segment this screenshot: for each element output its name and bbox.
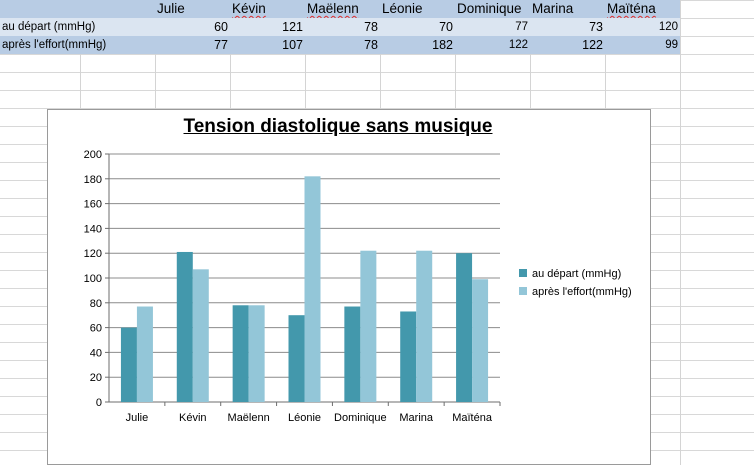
xtick-label: Léonie xyxy=(288,412,321,424)
column-header-4[interactable]: Dominique xyxy=(455,0,530,18)
chart-plot: 0 20 40 60 80 100 120 140 160 180 200 Julie Kévin Maë… xyxy=(84,149,632,424)
column-header-3[interactable]: Léonie xyxy=(380,0,455,18)
table-cell[interactable]: 60 xyxy=(155,18,230,36)
header-cell-empty[interactable] xyxy=(0,0,155,18)
table-cell[interactable]: 122 xyxy=(455,36,530,54)
bar-depart xyxy=(344,306,361,402)
bar-effort xyxy=(360,250,377,402)
table-cell[interactable]: 73 xyxy=(530,18,605,36)
ytick-label: 160 xyxy=(84,199,102,211)
ytick-label: 120 xyxy=(84,248,102,260)
column-header-5[interactable]: Marina xyxy=(530,0,605,18)
table-cell[interactable]: 78 xyxy=(305,18,380,36)
row-label[interactable]: après l'effort(mmHg) xyxy=(0,36,155,54)
xtick-label: Julie xyxy=(126,412,149,424)
bar-effort xyxy=(472,279,489,402)
table-cell[interactable]: 78 xyxy=(305,36,380,54)
table-cell[interactable]: 70 xyxy=(380,18,455,36)
table-cell[interactable]: 77 xyxy=(155,36,230,54)
bar-depart xyxy=(288,315,305,402)
column-header-1[interactable]: Kévin xyxy=(230,0,305,18)
column-header-0[interactable]: Julie xyxy=(155,0,230,18)
ytick-label: 0 xyxy=(96,397,102,409)
xtick-label: Dominique xyxy=(334,412,387,424)
column-divider xyxy=(680,0,681,465)
bar-depart xyxy=(232,305,249,402)
table-cell[interactable]: 122 xyxy=(530,36,605,54)
column-header-2[interactable]: Maëlenn xyxy=(305,0,380,18)
table-cell[interactable]: 121 xyxy=(230,18,305,36)
table-cell[interactable]: 77 xyxy=(455,18,530,36)
legend-label: au départ (mmHg) xyxy=(532,268,621,280)
bar-effort xyxy=(192,269,209,402)
xtick-label: Maëlenn xyxy=(228,412,270,424)
chart-container[interactable]: Tension diastolique sans musique 0 20 40 60… xyxy=(47,109,651,465)
bar-effort xyxy=(304,176,321,402)
xtick-label: Kévin xyxy=(179,412,207,424)
row-label[interactable]: au départ (mmHg) xyxy=(0,18,155,36)
table-cell[interactable]: 120 xyxy=(605,18,680,36)
bar-depart xyxy=(400,311,417,402)
bar-depart xyxy=(456,253,473,402)
table-cell[interactable]: 107 xyxy=(230,36,305,54)
ytick-label: 40 xyxy=(90,347,102,359)
ytick-label: 140 xyxy=(84,223,102,235)
xtick-label: Marina xyxy=(399,412,434,424)
ytick-label: 200 xyxy=(84,149,102,161)
column-header-6[interactable]: Maïténa xyxy=(605,0,680,18)
bar-depart xyxy=(176,251,193,402)
ytick-label: 100 xyxy=(84,273,102,285)
ytick-label: 180 xyxy=(84,174,102,186)
legend-swatch xyxy=(519,269,527,277)
ytick-label: 80 xyxy=(90,298,102,310)
ytick-label: 60 xyxy=(90,323,102,335)
legend-label: après l'effort(mmHg) xyxy=(532,286,632,298)
ytick-label: 20 xyxy=(90,372,102,384)
bar-depart xyxy=(120,327,137,402)
chart-title: Tension diastolique sans musique xyxy=(183,116,493,137)
legend-swatch xyxy=(519,287,527,295)
bar-effort xyxy=(416,250,433,402)
xtick-label: Maïténa xyxy=(452,412,493,424)
bar-effort xyxy=(136,306,153,402)
table-cell[interactable]: 99 xyxy=(605,36,680,54)
table-cell[interactable]: 182 xyxy=(380,36,455,54)
bar-effort xyxy=(248,305,265,402)
